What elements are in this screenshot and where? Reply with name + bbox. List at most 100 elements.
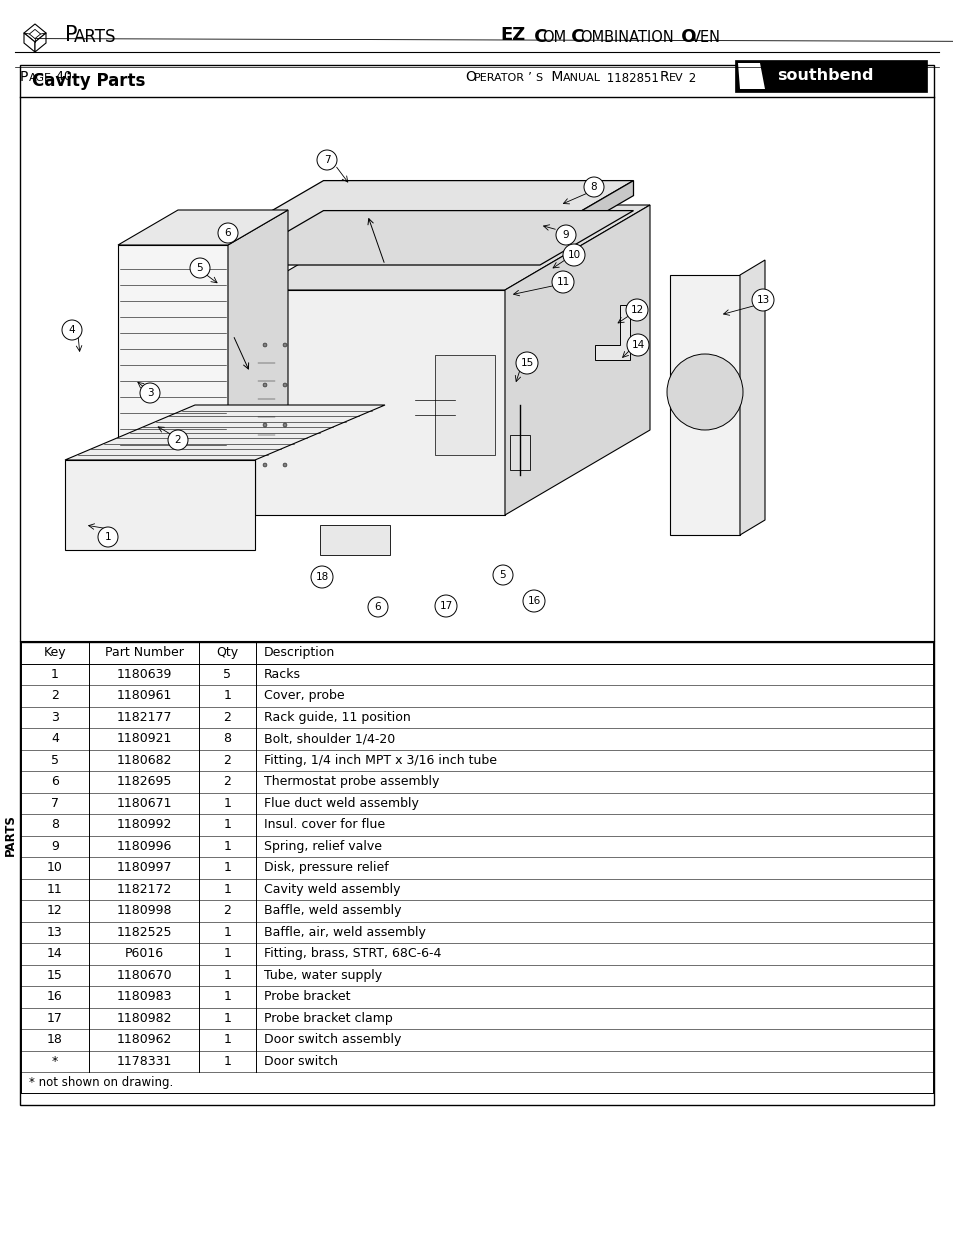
- Text: P: P: [65, 25, 77, 44]
- Text: 13: 13: [756, 295, 769, 305]
- Text: O: O: [464, 70, 476, 84]
- Text: 8: 8: [223, 732, 232, 745]
- Circle shape: [218, 224, 237, 243]
- Text: 1: 1: [223, 797, 232, 810]
- Text: 1180982: 1180982: [116, 1011, 172, 1025]
- Polygon shape: [740, 261, 764, 535]
- Text: 11: 11: [556, 277, 569, 287]
- Text: 6: 6: [51, 776, 59, 788]
- Text: Part Number: Part Number: [105, 646, 183, 659]
- Text: P6016: P6016: [124, 947, 163, 961]
- Text: 15: 15: [47, 968, 63, 982]
- Text: 1180921: 1180921: [116, 732, 172, 745]
- Text: VEN: VEN: [690, 31, 720, 46]
- Text: southbend: southbend: [776, 68, 873, 84]
- Text: 17: 17: [47, 1011, 63, 1025]
- Text: 5: 5: [223, 668, 232, 680]
- Circle shape: [316, 149, 336, 170]
- Text: 1: 1: [223, 926, 232, 939]
- Text: 12: 12: [630, 305, 643, 315]
- Text: 1182525: 1182525: [116, 926, 172, 939]
- Text: 2: 2: [51, 689, 59, 703]
- Text: PARTS: PARTS: [4, 814, 16, 856]
- Text: Racks: Racks: [264, 668, 301, 680]
- Text: *: *: [51, 1055, 58, 1068]
- Polygon shape: [435, 354, 495, 454]
- Text: 9: 9: [562, 230, 569, 240]
- Circle shape: [168, 430, 188, 450]
- Text: 1182177: 1182177: [116, 711, 172, 724]
- Text: Spring, relief valve: Spring, relief valve: [264, 840, 381, 852]
- Text: 1180992: 1180992: [116, 819, 172, 831]
- Text: Baffle, weld assembly: Baffle, weld assembly: [264, 904, 401, 918]
- Text: ARTS: ARTS: [74, 28, 116, 46]
- Text: 14: 14: [631, 340, 644, 350]
- Text: 1180962: 1180962: [116, 1034, 172, 1046]
- Polygon shape: [510, 435, 530, 471]
- Text: R: R: [659, 70, 669, 84]
- Text: 10: 10: [47, 861, 63, 874]
- Polygon shape: [65, 405, 385, 459]
- Text: Probe bracket clamp: Probe bracket clamp: [264, 1011, 393, 1025]
- Text: 2: 2: [223, 711, 232, 724]
- Circle shape: [263, 383, 267, 387]
- Circle shape: [516, 352, 537, 374]
- Text: 6: 6: [225, 228, 231, 238]
- Text: 1: 1: [223, 819, 232, 831]
- Text: 2: 2: [684, 72, 696, 84]
- Text: 1180998: 1180998: [116, 904, 172, 918]
- Text: 16: 16: [527, 597, 540, 606]
- Text: Door switch: Door switch: [264, 1055, 337, 1068]
- Text: 5: 5: [499, 571, 506, 580]
- Text: 18: 18: [47, 1034, 63, 1046]
- Circle shape: [666, 354, 742, 430]
- Text: 1: 1: [223, 883, 232, 895]
- Text: 1180639: 1180639: [116, 668, 172, 680]
- Circle shape: [552, 270, 574, 293]
- Circle shape: [263, 343, 267, 347]
- Text: 1: 1: [223, 861, 232, 874]
- Text: Cover, probe: Cover, probe: [264, 689, 344, 703]
- Bar: [734, 61, 926, 91]
- Text: 1178331: 1178331: [116, 1055, 172, 1068]
- Polygon shape: [738, 63, 762, 89]
- Text: 2: 2: [223, 753, 232, 767]
- Text: Thermostat probe assembly: Thermostat probe assembly: [264, 776, 439, 788]
- Text: 3: 3: [51, 711, 59, 724]
- Circle shape: [522, 590, 544, 613]
- Circle shape: [62, 320, 82, 340]
- Text: S: S: [535, 73, 541, 83]
- Circle shape: [493, 564, 513, 585]
- Text: 7: 7: [323, 156, 330, 165]
- Text: 13: 13: [47, 926, 63, 939]
- Circle shape: [263, 424, 267, 427]
- Circle shape: [751, 289, 773, 311]
- Text: 3: 3: [147, 388, 153, 398]
- Text: 1: 1: [51, 668, 59, 680]
- Circle shape: [283, 424, 287, 427]
- Text: Cavity weld assembly: Cavity weld assembly: [264, 883, 400, 895]
- Text: Cavity Parts: Cavity Parts: [32, 72, 145, 90]
- Text: 14: 14: [47, 947, 63, 961]
- Text: Baffle, air, weld assembly: Baffle, air, weld assembly: [264, 926, 425, 939]
- Text: 1180961: 1180961: [116, 689, 172, 703]
- Text: 10: 10: [567, 249, 580, 261]
- Polygon shape: [230, 180, 633, 235]
- Text: 4: 4: [69, 325, 75, 335]
- Text: 2: 2: [174, 435, 181, 445]
- Text: Probe bracket: Probe bracket: [264, 990, 350, 1003]
- Text: 4: 4: [51, 732, 59, 745]
- Text: Fitting, brass, STRT, 68C-6-4: Fitting, brass, STRT, 68C-6-4: [264, 947, 441, 961]
- Text: M: M: [546, 70, 563, 84]
- Polygon shape: [24, 23, 46, 42]
- Text: Flue duct weld assembly: Flue duct weld assembly: [264, 797, 418, 810]
- Polygon shape: [118, 245, 228, 454]
- Polygon shape: [230, 235, 539, 249]
- Text: 5: 5: [196, 263, 203, 273]
- Text: 1180682: 1180682: [116, 753, 172, 767]
- Circle shape: [190, 258, 210, 278]
- Text: O: O: [675, 28, 696, 46]
- Text: 1: 1: [223, 1055, 232, 1068]
- Text: 1182851: 1182851: [602, 72, 662, 84]
- Text: OM: OM: [541, 31, 565, 46]
